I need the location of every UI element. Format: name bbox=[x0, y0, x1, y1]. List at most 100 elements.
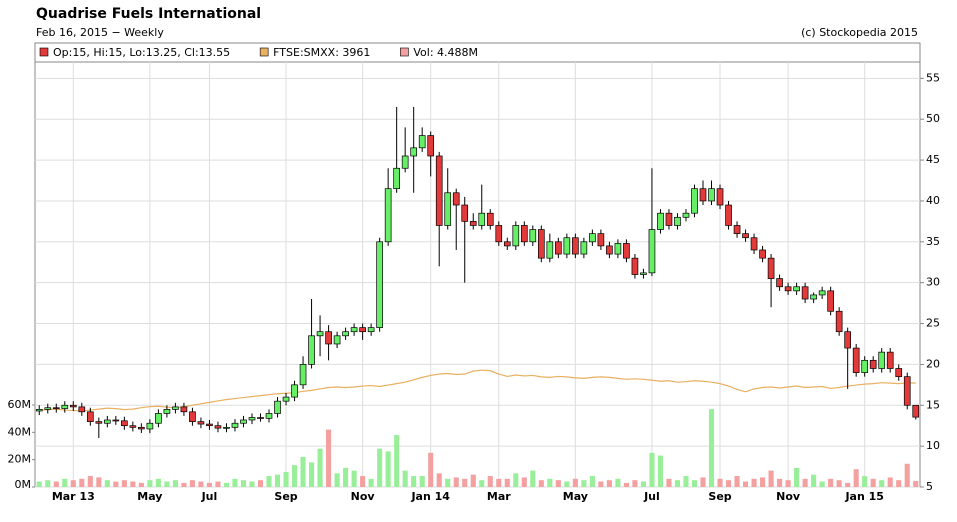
plot-area bbox=[34, 42, 921, 488]
candle-body bbox=[231, 422, 239, 428]
volume-bar bbox=[138, 482, 144, 487]
candle-body bbox=[86, 411, 94, 422]
candle-body bbox=[674, 216, 681, 226]
candle-body bbox=[401, 155, 409, 169]
volume-bar bbox=[172, 480, 178, 487]
volume-bar bbox=[853, 469, 859, 487]
candle-body bbox=[248, 417, 256, 421]
volume-bar bbox=[368, 478, 374, 487]
candle-body bbox=[469, 221, 477, 226]
volume-bar bbox=[249, 481, 255, 487]
volume-bar bbox=[708, 409, 715, 487]
volume-bar bbox=[377, 448, 383, 487]
volume-bar bbox=[419, 476, 425, 487]
candle-body bbox=[214, 425, 222, 429]
candle-body bbox=[784, 286, 792, 292]
volume-bar bbox=[283, 471, 289, 487]
candle-body bbox=[350, 327, 358, 333]
candle-body bbox=[512, 225, 520, 247]
candle-body bbox=[172, 406, 179, 410]
candle-body bbox=[682, 212, 690, 218]
candle-body bbox=[767, 257, 775, 279]
volume-bar bbox=[240, 480, 247, 487]
candle-body bbox=[223, 426, 230, 429]
candle-body bbox=[69, 404, 77, 408]
volume-bar bbox=[223, 482, 230, 487]
volume-bar bbox=[828, 478, 834, 487]
candle-body bbox=[384, 188, 392, 243]
volume-bar bbox=[257, 480, 264, 487]
chart-title: Quadrise Fuels International bbox=[36, 6, 261, 22]
candle-body bbox=[640, 272, 647, 275]
volume-bar bbox=[36, 481, 42, 487]
candle-body bbox=[563, 237, 571, 255]
volume-bar bbox=[351, 470, 357, 487]
candle-body bbox=[631, 257, 639, 275]
candle-body bbox=[648, 229, 656, 274]
candle-body bbox=[444, 192, 452, 226]
candle-body bbox=[44, 407, 52, 410]
candle-body bbox=[138, 426, 145, 430]
x-tick-label: Mar 13 bbox=[52, 490, 95, 503]
x-tick-label: Nov bbox=[776, 490, 801, 503]
candle-body bbox=[291, 384, 298, 398]
volume-bar bbox=[104, 480, 110, 487]
volume-bar bbox=[232, 478, 238, 487]
candle-body bbox=[589, 233, 596, 243]
volume-bar bbox=[683, 476, 689, 487]
candle-body bbox=[555, 241, 562, 255]
candle-body bbox=[282, 396, 290, 402]
volume-bar bbox=[904, 463, 910, 487]
volume-bar bbox=[496, 478, 502, 487]
candle-body bbox=[759, 249, 766, 259]
volume-bar bbox=[649, 452, 655, 487]
volume-bar bbox=[819, 481, 825, 487]
volume-bar bbox=[913, 480, 919, 487]
candle-body bbox=[359, 327, 366, 333]
candle-body bbox=[367, 327, 375, 333]
candle-body bbox=[912, 404, 920, 418]
candle-body bbox=[844, 331, 851, 349]
volume-bar bbox=[896, 480, 902, 487]
candle-body bbox=[393, 167, 400, 190]
legend-label: Op:15, Hi:15, Lo:13.25, Cl:13.55 bbox=[53, 46, 230, 59]
volume-bar bbox=[589, 476, 595, 487]
candle-body bbox=[869, 359, 877, 369]
y-tick-label: 15 bbox=[926, 398, 940, 411]
candle-body bbox=[895, 368, 903, 378]
volume-bar bbox=[334, 473, 340, 487]
volume-bar bbox=[768, 470, 774, 487]
index-line bbox=[39, 369, 916, 412]
volume-bar bbox=[266, 476, 272, 487]
volume-bar bbox=[743, 481, 749, 487]
candle-body bbox=[725, 204, 732, 226]
volume-bar bbox=[615, 478, 621, 487]
y-tick-label: 5 bbox=[926, 480, 933, 493]
volume-bar bbox=[445, 478, 451, 487]
volume-bar bbox=[632, 480, 638, 487]
volume-bar bbox=[300, 456, 306, 487]
candle-body bbox=[410, 147, 418, 157]
volume-bar bbox=[343, 467, 349, 487]
candle-body bbox=[852, 347, 860, 373]
candle-body bbox=[520, 225, 528, 243]
candle-body bbox=[546, 241, 554, 259]
x-tick-label: May bbox=[563, 490, 588, 503]
candle-body bbox=[95, 421, 103, 424]
volume-bar bbox=[887, 477, 893, 487]
x-tick-label: May bbox=[137, 490, 162, 503]
candle-body bbox=[189, 411, 196, 422]
volume-bar bbox=[402, 470, 408, 487]
volume-bar bbox=[181, 482, 187, 487]
volume-bar bbox=[411, 476, 417, 487]
y2-tick-label: 0M bbox=[15, 478, 32, 491]
volume-bar bbox=[428, 452, 434, 487]
candle-body bbox=[606, 245, 613, 255]
volume-bar bbox=[462, 478, 468, 487]
candle-body bbox=[716, 188, 724, 206]
candle-body bbox=[180, 406, 188, 413]
volume-bar bbox=[606, 480, 612, 487]
candle-body bbox=[733, 225, 741, 234]
candle-body bbox=[529, 229, 537, 243]
candle-body bbox=[835, 310, 843, 333]
